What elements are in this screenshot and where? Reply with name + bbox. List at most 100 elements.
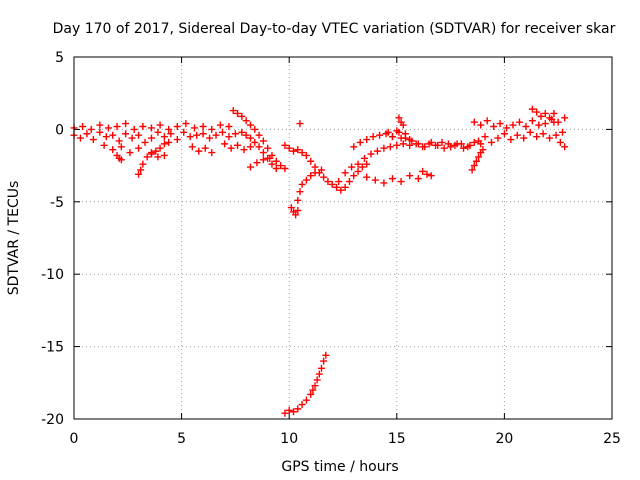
data-point bbox=[180, 128, 188, 136]
data-point bbox=[317, 364, 325, 372]
data-point bbox=[307, 157, 315, 165]
data-point bbox=[470, 138, 478, 146]
data-point bbox=[147, 124, 155, 132]
data-point bbox=[227, 144, 235, 152]
data-point bbox=[561, 143, 569, 151]
data-point bbox=[195, 147, 203, 155]
data-point bbox=[242, 117, 250, 125]
x-tick-label: 10 bbox=[280, 431, 298, 447]
data-point bbox=[89, 136, 97, 144]
data-point bbox=[259, 156, 267, 164]
data-point bbox=[302, 396, 310, 404]
data-point bbox=[414, 175, 422, 183]
data-point bbox=[156, 121, 164, 129]
data-point bbox=[255, 131, 263, 139]
data-point bbox=[294, 206, 302, 214]
data-point bbox=[434, 141, 442, 149]
data-point bbox=[246, 121, 254, 129]
data-point bbox=[490, 123, 498, 131]
data-point bbox=[427, 138, 435, 146]
data-point bbox=[440, 144, 448, 152]
data-point bbox=[225, 123, 233, 131]
data-point bbox=[296, 120, 304, 128]
data-point bbox=[281, 409, 289, 417]
data-point bbox=[460, 144, 468, 152]
x-axis-label: GPS time / hours bbox=[281, 459, 398, 475]
data-point bbox=[272, 157, 280, 165]
data-point bbox=[294, 196, 302, 204]
data-point bbox=[201, 144, 209, 152]
data-point bbox=[173, 136, 181, 144]
data-point bbox=[246, 163, 254, 171]
data-point bbox=[87, 125, 95, 133]
data-point bbox=[414, 140, 422, 148]
data-point bbox=[128, 134, 136, 142]
data-point bbox=[259, 137, 267, 145]
data-point bbox=[358, 163, 366, 171]
data-point bbox=[522, 123, 530, 131]
data-point bbox=[496, 120, 504, 128]
x-tick-label: 25 bbox=[603, 431, 621, 447]
data-point bbox=[221, 140, 229, 148]
data-point bbox=[317, 166, 325, 174]
data-point bbox=[401, 130, 409, 138]
data-point bbox=[475, 153, 483, 161]
data-point bbox=[470, 118, 478, 126]
data-point bbox=[311, 169, 319, 177]
data-point bbox=[206, 134, 214, 142]
data-point bbox=[238, 112, 246, 120]
data-point bbox=[537, 112, 545, 120]
data-point bbox=[298, 401, 306, 409]
data-point bbox=[135, 131, 143, 139]
data-point bbox=[503, 124, 511, 132]
data-point bbox=[533, 108, 541, 116]
data-point bbox=[421, 143, 429, 151]
data-point bbox=[287, 204, 295, 212]
data-point bbox=[335, 178, 343, 186]
data-point bbox=[528, 105, 536, 113]
data-point bbox=[147, 134, 155, 142]
data-point bbox=[341, 183, 349, 191]
data-point bbox=[199, 123, 207, 131]
data-point bbox=[507, 136, 515, 144]
data-point bbox=[266, 154, 274, 162]
data-point bbox=[541, 120, 549, 128]
data-point bbox=[397, 134, 405, 142]
data-point bbox=[246, 143, 254, 151]
data-point bbox=[253, 159, 261, 167]
data-point bbox=[333, 183, 341, 191]
data-point bbox=[154, 128, 162, 136]
data-point bbox=[117, 156, 125, 164]
data-point bbox=[363, 136, 371, 144]
data-point bbox=[438, 138, 446, 146]
y-tick-label: -20 bbox=[41, 412, 64, 428]
data-point bbox=[294, 146, 302, 154]
y-tick-label: 0 bbox=[55, 122, 64, 138]
data-point bbox=[76, 134, 84, 142]
data-point bbox=[494, 134, 502, 142]
data-point bbox=[470, 162, 478, 170]
data-point bbox=[156, 144, 164, 152]
data-point bbox=[481, 133, 489, 141]
data-point bbox=[556, 138, 564, 146]
y-tick-label: 5 bbox=[55, 50, 64, 66]
data-point bbox=[320, 357, 328, 365]
data-point bbox=[397, 178, 405, 186]
data-point bbox=[371, 176, 379, 184]
data-point bbox=[447, 143, 455, 151]
y-tick-label: -5 bbox=[50, 195, 64, 211]
data-point bbox=[143, 153, 151, 161]
data-point bbox=[216, 121, 224, 129]
x-tick-label: 20 bbox=[495, 431, 513, 447]
data-point bbox=[546, 134, 554, 142]
data-point bbox=[399, 140, 407, 148]
data-point bbox=[376, 131, 384, 139]
data-point bbox=[212, 131, 220, 139]
data-point bbox=[147, 150, 155, 158]
data-point bbox=[165, 138, 173, 146]
data-point bbox=[104, 124, 112, 132]
data-point bbox=[356, 138, 364, 146]
data-point bbox=[298, 180, 306, 188]
data-point bbox=[126, 149, 134, 157]
data-point bbox=[528, 117, 536, 125]
